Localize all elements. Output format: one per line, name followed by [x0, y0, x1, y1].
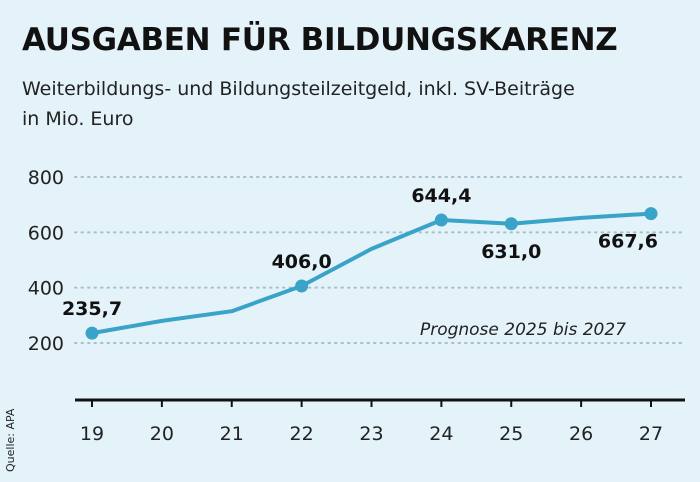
chart-title: AUSGABEN FÜR BILDUNGSKARENZ — [22, 22, 618, 58]
x-tick-label-27: 27 — [639, 423, 663, 445]
data-point-24 — [434, 213, 448, 227]
y-tick-label-200: 200 — [28, 333, 64, 355]
x-tick-label-24: 24 — [429, 423, 453, 445]
series-line — [90, 211, 653, 336]
data-label-24: 644,4 — [411, 185, 471, 207]
forecast-annotation: Prognose 2025 bis 2027 — [420, 320, 626, 340]
x-tick-label-22: 22 — [290, 423, 314, 445]
source-note: Quelle: APA — [4, 408, 17, 472]
data-label-27: 667,6 — [598, 231, 658, 253]
x-tick-label-19: 19 — [80, 423, 104, 445]
x-tick-label-26: 26 — [569, 423, 593, 445]
y-tick-label-400: 400 — [28, 278, 64, 300]
data-point-25 — [504, 217, 518, 231]
data-point-19 — [85, 326, 99, 340]
data-label-25: 631,0 — [481, 241, 541, 263]
x-tick-label-20: 20 — [150, 423, 174, 445]
x-tick-label-21: 21 — [220, 423, 244, 445]
x-tick-label-23: 23 — [359, 423, 383, 445]
chart-subtitle: Weiterbildungs- und Bildungsteilzeitgeld… — [22, 74, 575, 134]
subtitle-line-2: in Mio. Euro — [22, 108, 134, 130]
data-point-22 — [295, 279, 309, 293]
data-label-22: 406,0 — [272, 251, 332, 273]
y-tick-label-600: 600 — [28, 222, 64, 244]
y-tick-label-800: 800 — [28, 167, 64, 189]
x-tick-label-25: 25 — [499, 423, 523, 445]
data-point-27 — [644, 207, 658, 221]
subtitle-line-1: Weiterbildungs- und Bildungsteilzeitgeld… — [22, 78, 575, 100]
data-label-19: 235,7 — [62, 298, 122, 320]
